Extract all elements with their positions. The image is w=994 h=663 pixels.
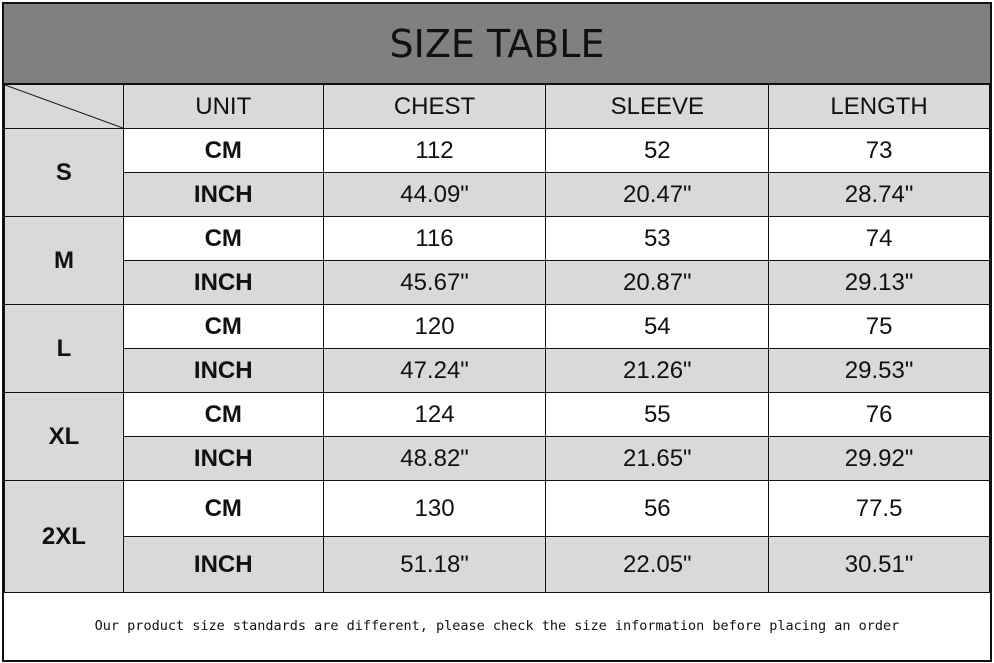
- diagonal-corner-cell: [4, 84, 124, 129]
- sleeve-cell: 22.05": [545, 536, 770, 593]
- table-row: XL CM 124 55 76: [4, 392, 990, 481]
- table-row: INCH 48.82" 21.65" 29.92": [5, 436, 990, 481]
- length-cell: 30.51": [768, 536, 990, 593]
- length-cell: 74: [768, 216, 990, 261]
- sleeve-cell: 20.87": [545, 260, 770, 305]
- chest-cell: 130: [322, 480, 547, 537]
- unit-cell: CM: [122, 392, 324, 437]
- sleeve-cell: 53: [545, 216, 770, 261]
- chest-cell: 120: [322, 304, 547, 349]
- unit-cell: CM: [122, 304, 324, 349]
- page-title: SIZE TABLE: [4, 4, 990, 84]
- header-chest: CHEST: [322, 84, 547, 129]
- header-length: LENGTH: [768, 84, 990, 129]
- sleeve-cell: 54: [545, 304, 770, 349]
- sleeve-cell: 21.26": [545, 348, 770, 393]
- size-note: Our product size standards are different…: [94, 618, 900, 634]
- size-label: 2XL: [4, 480, 124, 593]
- length-cell: 29.53": [768, 348, 990, 393]
- table-row: 2XL CM 130 56 77.5: [4, 480, 990, 593]
- table-row: INCH 44.09" 20.47" 28.74": [5, 172, 990, 217]
- unit-cell: INCH: [122, 172, 324, 217]
- length-cell: 29.92": [768, 436, 990, 481]
- chest-cell: 112: [322, 128, 547, 173]
- sleeve-cell: 55: [545, 392, 770, 437]
- sleeve-cell: 20.47": [545, 172, 770, 217]
- table-row: S CM 112 52 73: [4, 128, 990, 217]
- header-row: UNIT CHEST SLEEVE LENGTH: [4, 84, 990, 129]
- unit-cell: CM: [122, 128, 324, 173]
- length-cell: 29.13": [768, 260, 990, 305]
- unit-cell: CM: [122, 216, 324, 261]
- unit-cell: INCH: [122, 348, 324, 393]
- header-sleeve: SLEEVE: [545, 84, 770, 129]
- unit-cell: INCH: [122, 260, 324, 305]
- table-row: INCH 45.67" 20.87" 29.13": [5, 260, 990, 305]
- table-row: INCH 47.24" 21.26" 29.53": [5, 348, 990, 393]
- unit-cell: INCH: [122, 436, 324, 481]
- table-row: M CM 116 53 74: [4, 216, 990, 305]
- chest-cell: 116: [322, 216, 547, 261]
- length-cell: 28.74": [768, 172, 990, 217]
- chest-cell: 51.18": [322, 536, 547, 593]
- length-cell: 73: [768, 128, 990, 173]
- header-unit: UNIT: [122, 84, 324, 129]
- table-row: INCH 51.18" 22.05" 30.51": [5, 536, 990, 593]
- sleeve-cell: 52: [545, 128, 770, 173]
- sleeve-cell: 56: [545, 480, 770, 537]
- size-label: S: [4, 128, 124, 217]
- size-label: XL: [4, 392, 124, 481]
- unit-cell: CM: [122, 480, 324, 537]
- size-table: UNIT CHEST SLEEVE LENGTH S CM 112 52 73 INCH 4…: [4, 84, 990, 593]
- length-cell: 76: [768, 392, 990, 437]
- size-label: M: [4, 216, 124, 305]
- chest-cell: 48.82": [322, 436, 547, 481]
- chest-cell: 124: [322, 392, 547, 437]
- chest-cell: 47.24": [322, 348, 547, 393]
- unit-cell: INCH: [122, 536, 324, 593]
- table-row: L CM 120 54 75: [4, 304, 990, 393]
- length-cell: 75: [768, 304, 990, 349]
- chest-cell: 44.09": [322, 172, 547, 217]
- size-label: L: [4, 304, 124, 393]
- chest-cell: 45.67": [322, 260, 547, 305]
- sleeve-cell: 21.65": [545, 436, 770, 481]
- length-cell: 77.5: [768, 480, 990, 537]
